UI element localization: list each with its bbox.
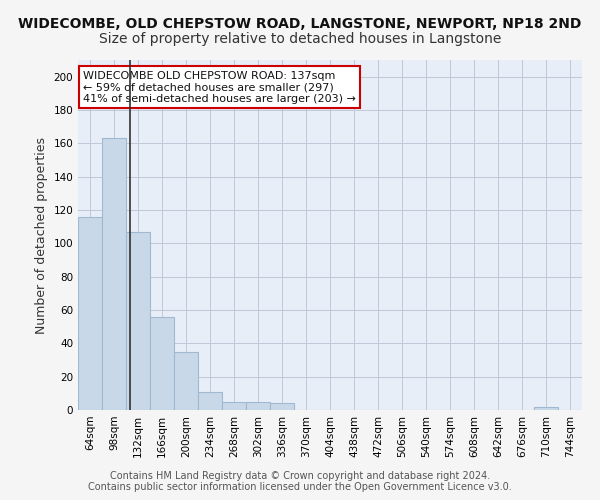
Bar xyxy=(102,138,126,410)
Text: Size of property relative to detached houses in Langstone: Size of property relative to detached ho… xyxy=(99,32,501,46)
Bar xyxy=(246,402,270,410)
Bar xyxy=(534,406,558,410)
Text: WIDECOMBE, OLD CHEPSTOW ROAD, LANGSTONE, NEWPORT, NP18 2ND: WIDECOMBE, OLD CHEPSTOW ROAD, LANGSTONE,… xyxy=(19,18,581,32)
Bar xyxy=(222,402,246,410)
Text: WIDECOMBE OLD CHEPSTOW ROAD: 137sqm
← 59% of detached houses are smaller (297)
4: WIDECOMBE OLD CHEPSTOW ROAD: 137sqm ← 59… xyxy=(83,70,356,104)
Bar xyxy=(150,316,174,410)
Bar xyxy=(78,216,102,410)
Bar xyxy=(198,392,222,410)
Text: Contains HM Land Registry data © Crown copyright and database right 2024.
Contai: Contains HM Land Registry data © Crown c… xyxy=(88,471,512,492)
Bar xyxy=(126,232,150,410)
Bar xyxy=(174,352,198,410)
Y-axis label: Number of detached properties: Number of detached properties xyxy=(35,136,48,334)
Bar xyxy=(270,404,294,410)
